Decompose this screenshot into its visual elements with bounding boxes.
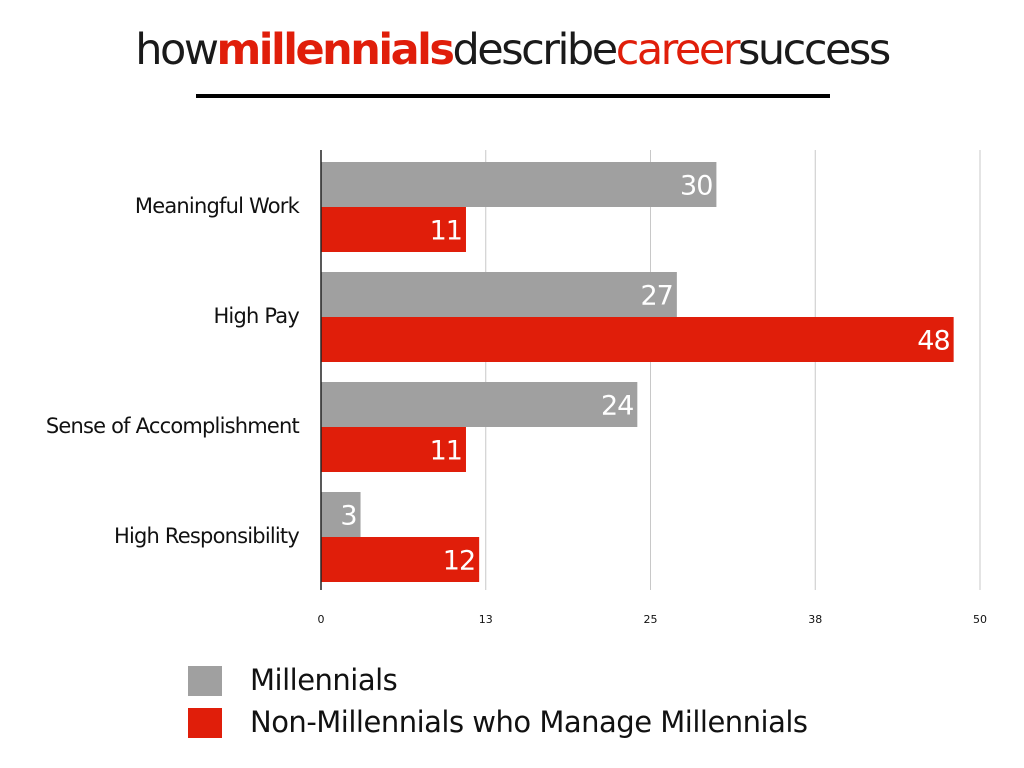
title-part-career: career <box>615 25 741 75</box>
bar <box>321 317 954 362</box>
bar <box>321 492 361 537</box>
bar-value-label: 30 <box>680 171 712 202</box>
title-part-how: how <box>135 25 219 75</box>
bar-value-label: 12 <box>443 546 475 577</box>
category-label: Sense of Accomplishment <box>46 414 300 438</box>
title-part-millennials: millennials <box>216 25 456 75</box>
bar <box>321 162 717 207</box>
bar-value-label: 3 <box>340 501 356 532</box>
bar <box>321 272 677 317</box>
bar <box>321 537 480 582</box>
chart-title: howmillennialsdescribecareersuccess <box>0 22 1024 78</box>
x-tick-label: 0 <box>318 613 325 626</box>
x-tick-label: 25 <box>644 613 658 626</box>
bar-value-label: 11 <box>430 436 462 467</box>
legend-label-millennials: Millennials <box>250 663 398 697</box>
x-tick-label: 13 <box>479 613 493 626</box>
bar <box>321 382 638 427</box>
bar <box>321 427 466 472</box>
x-tick-label: 50 <box>973 613 987 626</box>
category-label: Meaningful Work <box>135 194 301 218</box>
bar-value-label: 11 <box>430 216 462 247</box>
bar-value-label: 24 <box>601 391 633 422</box>
bar <box>321 207 466 252</box>
title-part-success: success <box>738 25 891 75</box>
legend-swatch-millennials <box>188 666 222 696</box>
title-part-describe: describe <box>452 25 619 75</box>
legend-swatch-non-millennials <box>188 708 222 738</box>
x-tick-label: 38 <box>808 613 822 626</box>
category-label: High Responsibility <box>114 524 299 548</box>
title-underline <box>196 94 830 98</box>
legend-label-non-millennials: Non-Millennials who Manage Millennials <box>250 705 808 739</box>
bar-value-label: 48 <box>917 326 949 357</box>
bar-value-label: 27 <box>641 281 673 312</box>
category-label: High Pay <box>213 304 299 328</box>
